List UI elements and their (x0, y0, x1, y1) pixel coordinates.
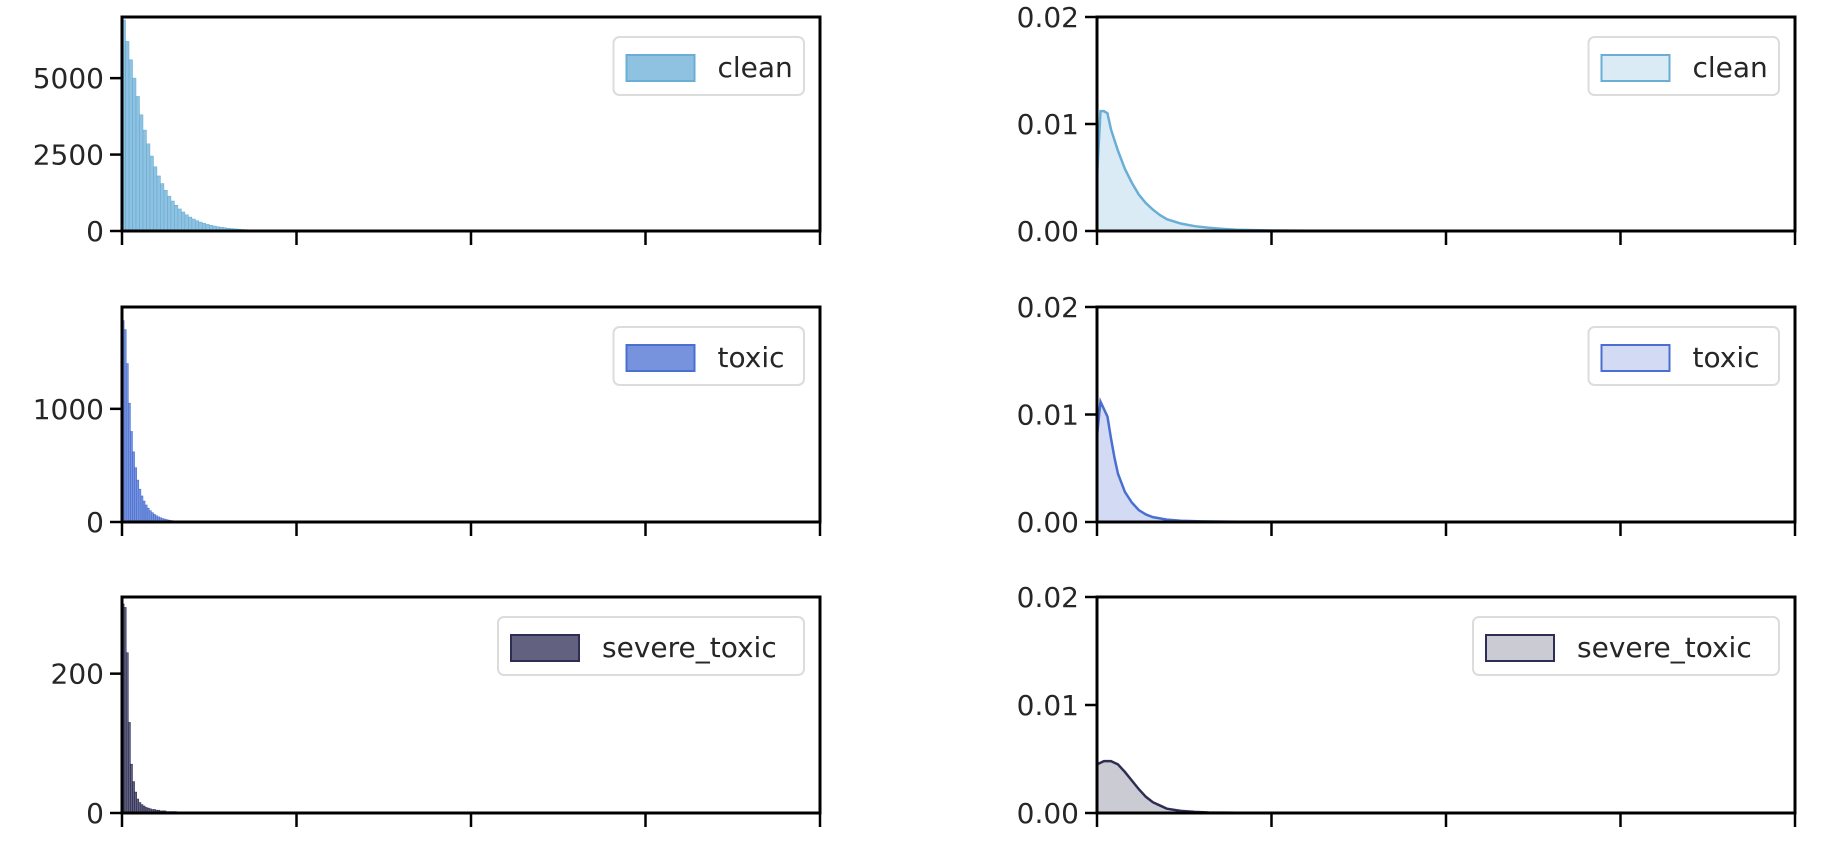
legend-swatch (1600, 344, 1671, 372)
y-tick-label: 0 (86, 506, 104, 539)
histogram-bar (138, 802, 142, 813)
y-tick-label: 0 (86, 797, 104, 830)
legend: severe_toxic (497, 616, 805, 676)
histogram-bar (132, 781, 135, 813)
histogram-bar (127, 722, 131, 813)
legend-swatch (510, 634, 580, 662)
histogram-bar (142, 500, 146, 522)
histogram-bar (125, 41, 130, 231)
kde-line (1097, 396, 1795, 522)
y-tick-label: 0.01 (1017, 108, 1079, 141)
legend-label: toxic (1693, 341, 1760, 374)
severe-toxic-kde-plot-area (1097, 759, 1795, 813)
legend: severe_toxic (1472, 616, 1780, 676)
y-tick-label: 0.01 (1017, 399, 1079, 432)
clean-histogram-plot-area (122, 19, 315, 231)
histogram-bar (127, 402, 131, 522)
legend: clean (1587, 36, 1780, 96)
y-tick-label: 5000 (33, 62, 104, 95)
y-tick-label: 2500 (33, 139, 104, 172)
legend-swatch (625, 54, 696, 82)
histogram-bar (136, 479, 140, 522)
legend-swatch (1600, 54, 1671, 82)
y-tick-label: 0.02 (1017, 291, 1079, 324)
clean-kde-plot-area (1097, 109, 1795, 231)
histogram-bar (181, 211, 186, 231)
histogram-bar (144, 504, 148, 522)
toxic-kde-plot-area (1097, 396, 1795, 522)
toxic-histogram-plot-area (122, 320, 196, 522)
histogram-bar (146, 143, 151, 231)
kde-line (1097, 759, 1795, 813)
histogram-bar (156, 175, 161, 231)
histogram-bar (184, 214, 189, 231)
kde-area (1097, 761, 1795, 813)
y-tick-label: 0.01 (1017, 689, 1079, 722)
y-tick-label: 0.02 (1017, 1, 1079, 34)
histogram-bar (130, 763, 133, 813)
kde-line (1097, 109, 1795, 231)
legend-label: severe_toxic (1577, 631, 1752, 664)
kde-area (1097, 401, 1795, 522)
legend-label: clean (718, 51, 793, 84)
histogram-bar (188, 216, 193, 231)
legend-swatch (625, 344, 696, 372)
histogram-bar (130, 431, 133, 522)
kde-area (1097, 111, 1795, 231)
histogram-bar (128, 59, 133, 231)
toxic-histogram-panel: 0 1000 toxic (33, 305, 822, 539)
severe-toxic-kde-panel: 0.00 0.01 0.02 severe_toxic (1017, 581, 1797, 830)
histogram-bar (134, 467, 137, 522)
legend: clean (612, 36, 805, 96)
severe-toxic-histogram-panel: 0 200 severe_toxic (51, 595, 822, 830)
histogram-bar (123, 329, 127, 522)
histogram-bar (136, 798, 140, 813)
histogram-bar (132, 451, 135, 522)
legend-label: clean (1693, 51, 1768, 84)
histogram-bar (160, 183, 165, 231)
histogram-bar (134, 791, 137, 813)
y-tick-label: 0.00 (1017, 797, 1079, 830)
y-tick-label: 1000 (33, 393, 104, 426)
y-tick-label: 0.02 (1017, 581, 1079, 614)
histogram-bar (163, 190, 168, 231)
legend: toxic (612, 326, 805, 386)
histogram-bar (191, 218, 196, 231)
toxic-kde-panel: 0.00 0.01 0.02 toxic (1017, 291, 1797, 539)
histogram-bar (125, 363, 129, 522)
histogram-bar (140, 495, 144, 522)
y-tick-label: 0.00 (1017, 506, 1079, 539)
histogram-bar (146, 507, 150, 522)
legend-swatch (1485, 634, 1555, 662)
clean-histogram-panel: 0 2500 5000 clean (33, 15, 822, 248)
histogram-bar (170, 200, 175, 231)
histogram-bar (139, 114, 144, 231)
histogram-bar (138, 488, 142, 522)
legend-label: severe_toxic (602, 631, 777, 664)
histogram-bar (142, 129, 147, 231)
clean-kde-panel: 0.00 0.01 0.02 clean (1017, 1, 1797, 248)
histogram-bar (123, 607, 127, 813)
histogram-bar (135, 96, 140, 231)
y-tick-label: 200 (51, 658, 104, 691)
y-tick-label: 0.00 (1017, 215, 1079, 248)
histogram-bar (194, 220, 200, 231)
histogram-bar (167, 195, 172, 231)
histogram-bar (153, 166, 158, 231)
histogram-bar (177, 208, 182, 231)
legend-label: toxic (718, 341, 785, 374)
histogram-bar (125, 652, 129, 813)
histogram-bar (149, 155, 154, 231)
histogram-bar (174, 205, 179, 231)
histogram-bar (132, 77, 137, 231)
histogram-bar (148, 510, 152, 522)
legend: toxic (1587, 326, 1780, 386)
y-tick-label: 0 (86, 215, 104, 248)
